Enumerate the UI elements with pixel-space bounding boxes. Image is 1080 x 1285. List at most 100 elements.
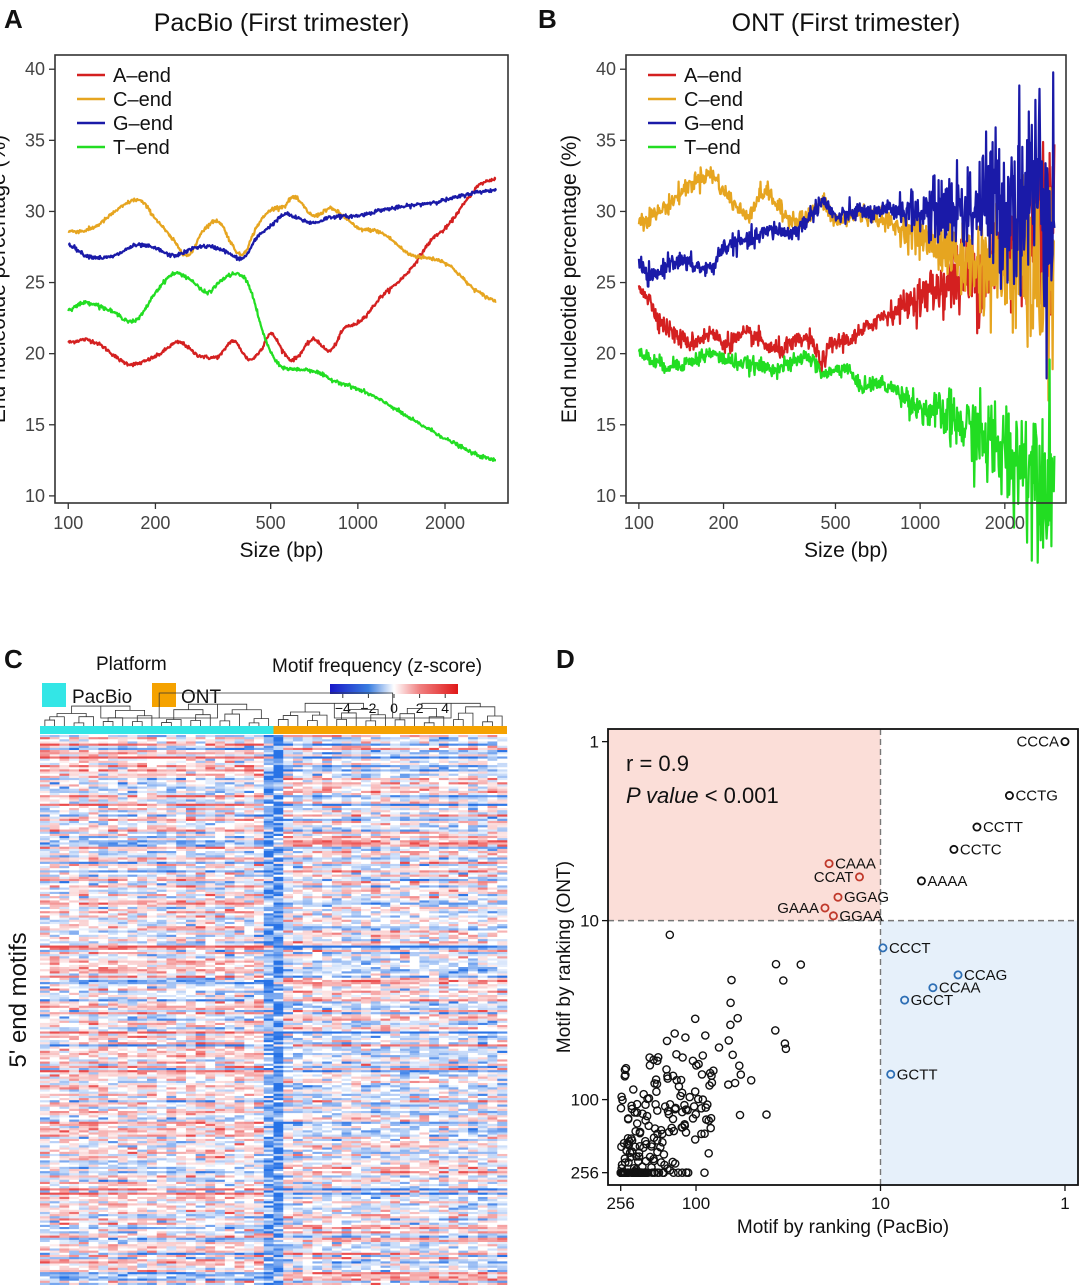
heatmap-cell <box>166 765 177 768</box>
heatmap-cell <box>409 876 420 880</box>
heatmap-cell <box>361 885 372 888</box>
heatmap-cell <box>438 943 449 946</box>
heatmap-cell <box>234 762 245 766</box>
heatmap-cell <box>399 842 411 845</box>
heatmap-cell <box>244 767 255 770</box>
heatmap-cell <box>458 911 469 914</box>
heatmap-cell <box>370 797 381 800</box>
heatmap-cell <box>98 795 109 798</box>
heatmap-cell <box>98 859 109 863</box>
heatmap-cell <box>341 780 352 783</box>
heatmap-cell <box>273 943 284 946</box>
heatmap-cell <box>147 790 158 794</box>
heatmap-cell <box>477 889 488 893</box>
heatmap-cell <box>185 891 196 895</box>
heatmap-cell <box>429 848 440 852</box>
heatmap-cell <box>88 930 99 933</box>
heatmap-cell <box>147 866 158 869</box>
heatmap-cell <box>380 921 391 925</box>
heatmap-cell <box>185 848 196 852</box>
series-line-gend <box>637 71 1056 380</box>
heatmap-cell <box>351 857 362 860</box>
heatmap-cell <box>419 747 430 751</box>
heatmap-cell <box>185 760 196 764</box>
dendrogram-branch <box>304 702 364 712</box>
heatmap-cell <box>458 917 469 921</box>
heatmap-cell <box>254 780 265 783</box>
heatmap-cell <box>263 909 274 912</box>
x-tick-label: 100 <box>53 513 83 533</box>
heatmap-cell <box>40 799 51 802</box>
heatmap-cell <box>429 780 440 783</box>
heatmap-cell <box>322 780 333 783</box>
heatmap-cell <box>438 760 449 764</box>
heatmap-cell <box>195 793 206 796</box>
heatmap-cell <box>69 941 80 944</box>
heatmap-cell <box>244 788 255 792</box>
heatmap-cell <box>429 939 440 942</box>
heatmap-cell <box>224 945 235 948</box>
heatmap-cell <box>185 930 196 933</box>
heatmap-cell <box>370 762 381 766</box>
heatmap-cell <box>98 760 109 764</box>
heatmap-cell <box>409 829 420 832</box>
heatmap-cell <box>234 921 245 925</box>
heatmap-cell <box>351 853 362 856</box>
heatmap-cell <box>234 896 245 899</box>
heatmap-cell <box>322 750 333 753</box>
heatmap-cell <box>468 769 479 772</box>
heatmap-cell <box>302 833 313 837</box>
heatmap-cell <box>409 853 420 856</box>
heatmap-cell <box>283 803 294 807</box>
heatmap-cell <box>429 803 440 807</box>
heatmap-cell <box>322 739 333 742</box>
heatmap-cell <box>322 889 333 893</box>
heatmap-cell <box>273 900 284 903</box>
heatmap-cell <box>108 812 119 815</box>
dendrogram-branch <box>102 721 114 726</box>
heatmap-cell <box>390 934 401 938</box>
heatmap-cell <box>69 758 80 762</box>
heatmap-cell <box>380 881 391 884</box>
heatmap-cell <box>49 945 60 948</box>
heatmap-cell <box>370 902 381 906</box>
heatmap-cell <box>351 765 362 768</box>
heatmap-cell <box>98 823 109 826</box>
heatmap-cell <box>292 739 303 742</box>
heatmap-cell <box>409 859 420 863</box>
heatmap-cell <box>331 853 342 856</box>
heatmap-cell <box>341 735 352 738</box>
heatmap-cell <box>390 874 401 878</box>
heatmap-cell <box>205 853 216 856</box>
heatmap-cell <box>78 788 89 792</box>
heatmap-cell <box>205 868 216 871</box>
heatmap-cell <box>438 814 449 817</box>
heatmap-cell <box>322 859 333 863</box>
heatmap-cell <box>302 741 313 744</box>
heatmap-cell <box>117 943 128 946</box>
heatmap-cell <box>254 844 265 848</box>
heatmap-cell <box>409 844 420 848</box>
heatmap-cell <box>273 775 284 779</box>
heatmap-cell <box>108 853 119 856</box>
heatmap-cell <box>147 816 158 820</box>
heatmap-cell <box>438 823 449 826</box>
heatmap-cell <box>98 840 109 843</box>
heatmap-cell <box>195 883 206 886</box>
heatmap-cell <box>341 797 352 800</box>
heatmap-cell <box>108 939 119 942</box>
heatmap-cell <box>312 885 323 888</box>
heatmap-cell <box>244 930 255 933</box>
heatmap-cell <box>117 844 128 848</box>
heatmap-cell <box>195 771 206 774</box>
heatmap-cell <box>176 917 187 921</box>
heatmap-cell <box>380 803 391 807</box>
heatmap-cell <box>361 913 372 916</box>
heatmap-cell <box>78 915 89 918</box>
heatmap-cell <box>254 947 265 951</box>
heatmap-cell <box>302 876 313 880</box>
heatmap-cell <box>312 812 323 815</box>
heatmap-cell <box>166 739 177 742</box>
heatmap-cell <box>117 829 128 832</box>
heatmap-cell <box>399 936 411 940</box>
